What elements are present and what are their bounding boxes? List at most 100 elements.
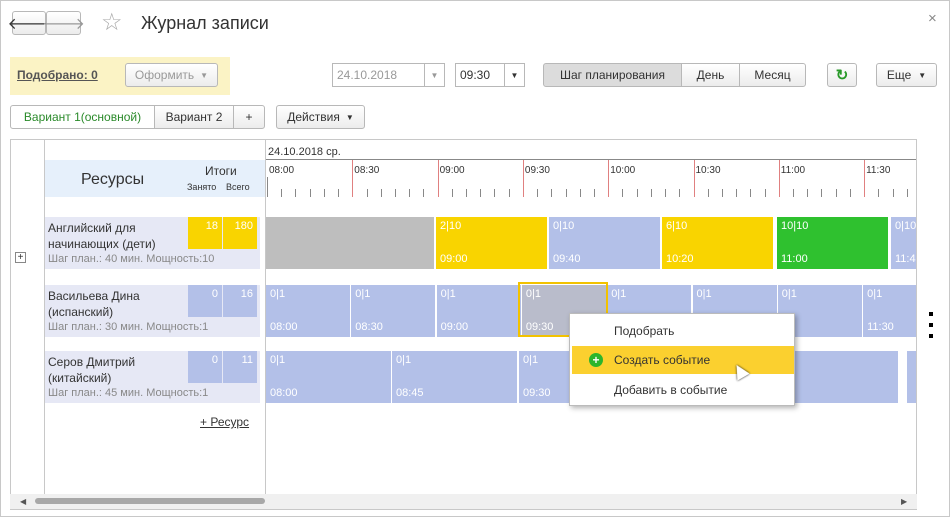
expand-icon[interactable]: +: [15, 252, 26, 263]
more-button[interactable]: Еще ▼: [876, 63, 937, 87]
time-tick: [480, 189, 482, 197]
time-marker: [864, 160, 866, 197]
refresh-button[interactable]: ↻: [827, 63, 857, 87]
more-label: Еще: [886, 68, 912, 82]
totals-header: [187, 160, 265, 197]
picked-link[interactable]: Подобрано: 0: [17, 68, 98, 82]
slot-cell[interactable]: [907, 351, 916, 403]
chevron-down-icon: ▼: [918, 70, 927, 80]
resource-step: Шаг план.: 45 мин. Мощность:1: [48, 387, 209, 399]
slot-load: 0|1: [396, 354, 412, 366]
day-button[interactable]: День: [681, 63, 740, 87]
slot-load: 0|1: [355, 288, 371, 300]
time-tick: [750, 189, 752, 197]
vertical-dots-icon[interactable]: [929, 312, 933, 342]
time-tick: [650, 189, 652, 197]
slot-load: 0|10: [553, 220, 575, 232]
resource-all: 180: [223, 217, 257, 249]
resource-name: Серов Дмитрий (китайский): [48, 355, 136, 385]
slot-cell[interactable]: 0|1 08:00: [266, 351, 391, 403]
slot-load: 0|1: [440, 288, 456, 300]
slot-time: 08:00: [270, 387, 298, 399]
slot-cell[interactable]: 0|10 11:4: [891, 217, 917, 269]
add-variant-button[interactable]: +: [233, 105, 265, 129]
resource-all: 16: [223, 285, 257, 317]
time-tick: [665, 189, 667, 197]
slot-load: 10|10: [781, 220, 809, 232]
time-tick: [366, 189, 368, 197]
close-icon[interactable]: ×: [928, 10, 937, 27]
slot-load: 0|1: [270, 288, 286, 300]
resources-header-label: Ресурсы: [81, 171, 145, 188]
slot-cell[interactable]: 0|1 08:00: [266, 285, 350, 337]
time-tick: [878, 189, 880, 197]
horizontal-scrollbar[interactable]: [10, 494, 917, 509]
date-field[interactable]: 24.10.2018: [332, 63, 425, 87]
slot-cell[interactable]: 0|1 08:45: [392, 351, 517, 403]
time-tick: [892, 189, 894, 197]
resources-header: [45, 160, 187, 197]
slot-time: 08:45: [396, 387, 424, 399]
forward-button[interactable]: 🡒: [42, 11, 85, 35]
slot-cell[interactable]: 2|10 09:00: [436, 217, 547, 269]
resource-name: Васильева Дина (испанский): [48, 289, 140, 319]
slot-cell[interactable]: 0|1 08:30: [351, 285, 436, 337]
step-button[interactable]: Шаг планирования: [543, 63, 682, 87]
time-tick: [707, 189, 709, 197]
left-gutter: [44, 140, 45, 509]
schedule-grid: Ресурсы Итоги Занято Всего 24.10.2018 ср…: [10, 139, 917, 510]
time-label: 11:30: [866, 165, 891, 176]
time-dropdown-button[interactable]: ▼: [504, 63, 525, 87]
slot-cell[interactable]: 0|10 09:40: [549, 217, 660, 269]
slot-cell[interactable]: [266, 217, 434, 269]
slot-load: 0|1: [270, 354, 286, 366]
actions-button[interactable]: Действия ▼: [276, 105, 365, 129]
slot-cell[interactable]: 0|1 11:30: [863, 285, 916, 337]
selected-slot[interactable]: [518, 282, 608, 337]
time-marker: [437, 160, 439, 197]
timeline-top-line: [266, 159, 916, 160]
context-menu: Подобрать + Создать событие Добавить в со…: [569, 313, 795, 406]
make-label: Оформить: [134, 68, 195, 82]
time-tick: [551, 189, 553, 197]
back-button[interactable]: 🡐: [8, 11, 50, 35]
time-tick: [451, 189, 453, 197]
time-label: 08:30: [354, 165, 380, 176]
tab-variant-2[interactable]: Вариант 2: [154, 105, 234, 129]
slot-load: 0|10: [895, 220, 917, 232]
month-button[interactable]: Месяц: [739, 63, 806, 87]
time-label: 10:30: [695, 165, 721, 176]
time-tick: [394, 189, 396, 197]
menu-item-pick[interactable]: Подобрать: [570, 317, 794, 345]
menu-item-add-to-event[interactable]: Добавить в событие: [570, 376, 794, 404]
resource-row[interactable]: Серов Дмитрий (китайский) Шаг план.: 45 …: [45, 351, 260, 403]
time-tick: [736, 189, 738, 197]
time-tick: [807, 189, 809, 197]
resource-busy: 0: [188, 285, 222, 317]
menu-item-add-label: Добавить в событие: [614, 383, 728, 397]
favorite-star-icon[interactable]: ☆: [101, 9, 123, 36]
menu-item-create-event[interactable]: + Создать событие: [572, 346, 794, 374]
make-button[interactable]: Оформить ▼: [125, 63, 218, 87]
slot-cell[interactable]: 10|10 11:00: [777, 217, 888, 269]
scrollbar-thumb[interactable]: [35, 498, 265, 504]
time-tick: [622, 189, 624, 197]
time-tick: [636, 189, 638, 197]
totals-label: Итоги: [205, 164, 237, 178]
date-dropdown-button[interactable]: ▼: [424, 63, 445, 87]
time-tick: [508, 189, 510, 197]
slot-cell[interactable]: 0|1 09:00: [436, 285, 521, 337]
slot-load: 0|1: [523, 354, 539, 366]
slot-cell[interactable]: 6|10 10:20: [662, 217, 773, 269]
plus-circle-icon: +: [589, 353, 603, 367]
scroll-left-icon[interactable]: ◀: [20, 497, 27, 506]
tab-variant-1[interactable]: Вариант 1(основной): [10, 105, 155, 129]
time-label: 11:00: [780, 165, 806, 176]
time-tick: [309, 189, 311, 197]
time-label: 10:00: [610, 165, 636, 176]
add-resource-link[interactable]: + Ресурс: [200, 415, 250, 429]
time-field[interactable]: 09:30: [455, 63, 505, 87]
scroll-right-icon[interactable]: ▶: [901, 497, 908, 506]
slot-load: 0|1: [525, 288, 541, 300]
time-tick: [764, 189, 766, 197]
